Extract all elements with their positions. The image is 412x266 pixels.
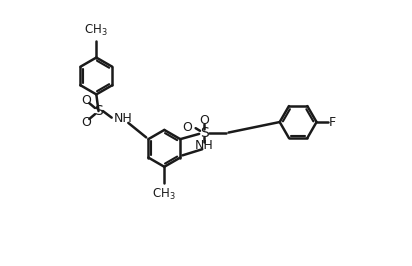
Text: O: O	[182, 121, 192, 134]
Text: NH: NH	[114, 113, 133, 126]
Text: CH$_3$: CH$_3$	[152, 186, 176, 202]
Text: S: S	[200, 126, 209, 140]
Text: NH: NH	[195, 139, 214, 152]
Text: O: O	[199, 114, 209, 127]
Text: O: O	[81, 115, 91, 128]
Text: CH$_3$: CH$_3$	[84, 23, 108, 38]
Text: F: F	[329, 115, 336, 128]
Text: S: S	[94, 104, 103, 118]
Text: O: O	[81, 94, 91, 107]
